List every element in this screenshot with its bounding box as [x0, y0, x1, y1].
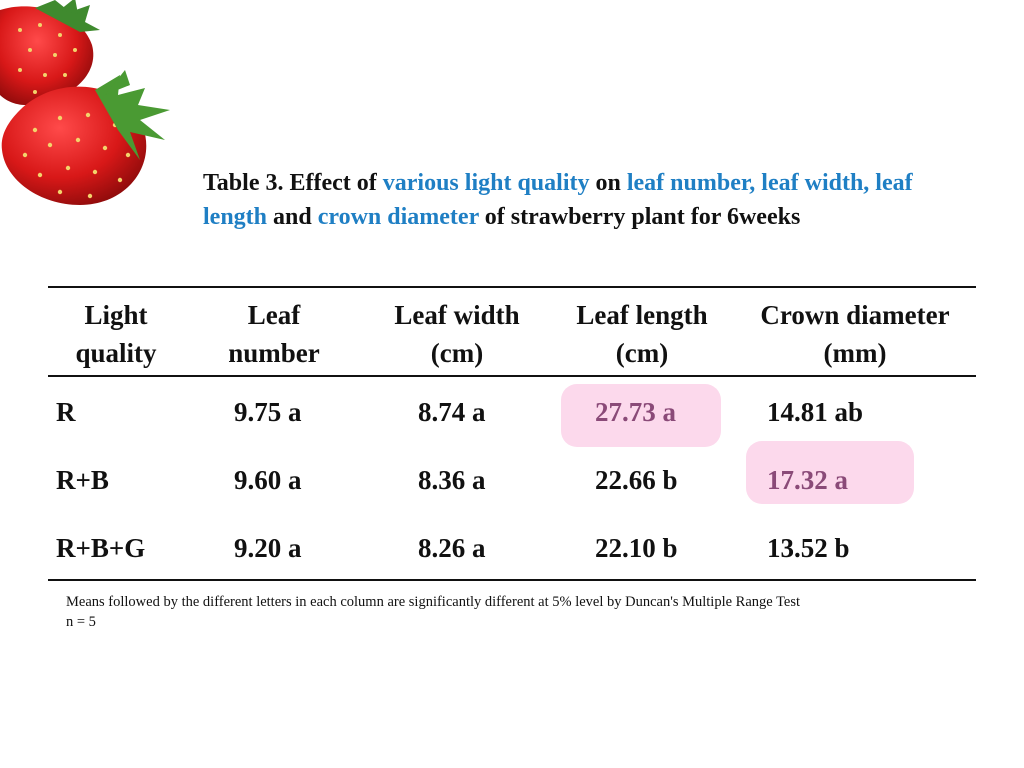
- strawberry-icon: [0, 0, 170, 205]
- table-top-rule: [48, 286, 976, 288]
- header-leaf-number: Leaf number: [228, 300, 320, 368]
- table-row-rb-crown-diameter: 17.32 a: [767, 465, 848, 495]
- table-header-rule: [48, 375, 976, 377]
- table-row-rb-leaf-width: 8.36 a: [418, 465, 486, 495]
- table-row-rbg-light: R+B+G: [56, 533, 146, 563]
- table-bottom-rule: [48, 579, 976, 581]
- highlight-leaf-length-r: [561, 384, 721, 447]
- footnote-significance: Means followed by the different letters …: [66, 594, 801, 610]
- table-row-r-leaf-width: 8.74 a: [418, 397, 486, 427]
- table-row-r-crown-diameter: 14.81 ab: [767, 397, 864, 427]
- table-row-rbg-leaf-width: 8.26 a: [418, 533, 486, 563]
- table-row-rb-leaf-number: 9.60 a: [234, 465, 302, 495]
- table-row-rbg-leaf-number: 9.20 a: [234, 533, 302, 563]
- header-light-quality: Light quality: [75, 300, 157, 368]
- table-row-r-leaf-number: 9.75 a: [234, 397, 302, 427]
- header-leaf-length: Leaf length (cm): [576, 300, 708, 368]
- footnote-sample-size: n = 5: [66, 614, 96, 630]
- table-row-rb-leaf-length: 22.66 b: [595, 465, 678, 495]
- table-title: Table 3. Effect of various light quality…: [203, 170, 913, 230]
- table-row-rbg-crown-diameter: 13.52 b: [767, 533, 850, 563]
- highlight-crown-diameter-rb: [746, 441, 914, 504]
- table-row-r-light: R: [56, 397, 76, 427]
- footnote: Means followed by the different letters …: [66, 592, 966, 632]
- header-leaf-width: Leaf width (cm): [394, 300, 520, 368]
- table-row-r-leaf-length: 27.73 a: [595, 397, 676, 427]
- header-crown-diameter: Crown diameter (mm): [760, 300, 950, 368]
- table-row-rb-light: R+B: [56, 465, 109, 495]
- table-row-rbg-leaf-length: 22.10 b: [595, 533, 678, 563]
